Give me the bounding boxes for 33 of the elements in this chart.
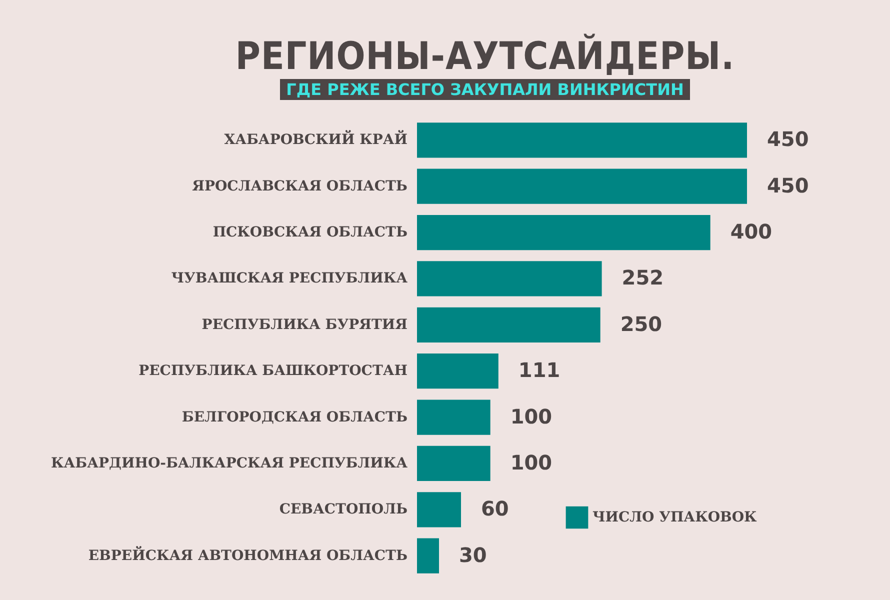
y-tick-label: КАБАРДИНО-БАЛКАРСКАЯ РЕСПУБЛИКА [51,455,408,472]
bar [417,492,461,528]
data-label: 100 [510,404,552,428]
y-tick-label: ЧУВАШСКАЯ РЕСПУБЛИКА [171,270,408,287]
data-label: 450 [767,173,809,198]
bar [417,168,747,204]
bar [417,354,498,389]
data-label: 400 [730,220,772,244]
data-label: 252 [622,266,664,290]
data-label: 111 [518,358,560,382]
y-tick-label: БЕЛГОРОДСКАЯ ОБЛАСТЬ [182,409,408,426]
y-tick-label: ХАБАРОВСКИЙ КРАЙ [224,130,408,148]
y-tick-label: ПСКОВСКАЯ ОБЛАСТЬ [212,224,408,241]
y-tick-label: СЕВАСТОПОЛЬ [279,502,408,518]
bar [417,261,602,296]
chart-subtitle: ГДЕ РЕЖЕ ВСЕГО ЗАКУПАЛИ ВИНКРИСТИН [280,79,690,100]
data-label: 100 [510,450,552,474]
bar [417,446,490,482]
data-label: 450 [767,127,809,152]
y-tick-label: РЕСПУБЛИКА БАШКОРТОСТАН [138,363,408,380]
chart-title: РЕГИОНЫ-АУТСАЙДЕРЫ. [234,34,736,78]
bar [417,122,747,158]
y-tick-label: ЯРОСЛАВСКАЯ ОБЛАСТЬ [192,178,408,194]
data-label: 250 [620,312,662,336]
y-tick-label: РЕСПУБЛИКА БУРЯТИЯ [202,316,408,333]
data-label: 60 [481,496,509,521]
legend-label: ЧИСЛО УПАКОВОК [592,510,758,526]
bar [417,400,490,435]
bar [417,538,439,574]
data-label: 30 [459,542,487,567]
bar [417,214,710,250]
y-tick-label: ЕВРЕЙСКАЯ АВТОНОМНАЯ ОБЛАСТЬ [88,546,408,564]
bar [417,307,600,342]
